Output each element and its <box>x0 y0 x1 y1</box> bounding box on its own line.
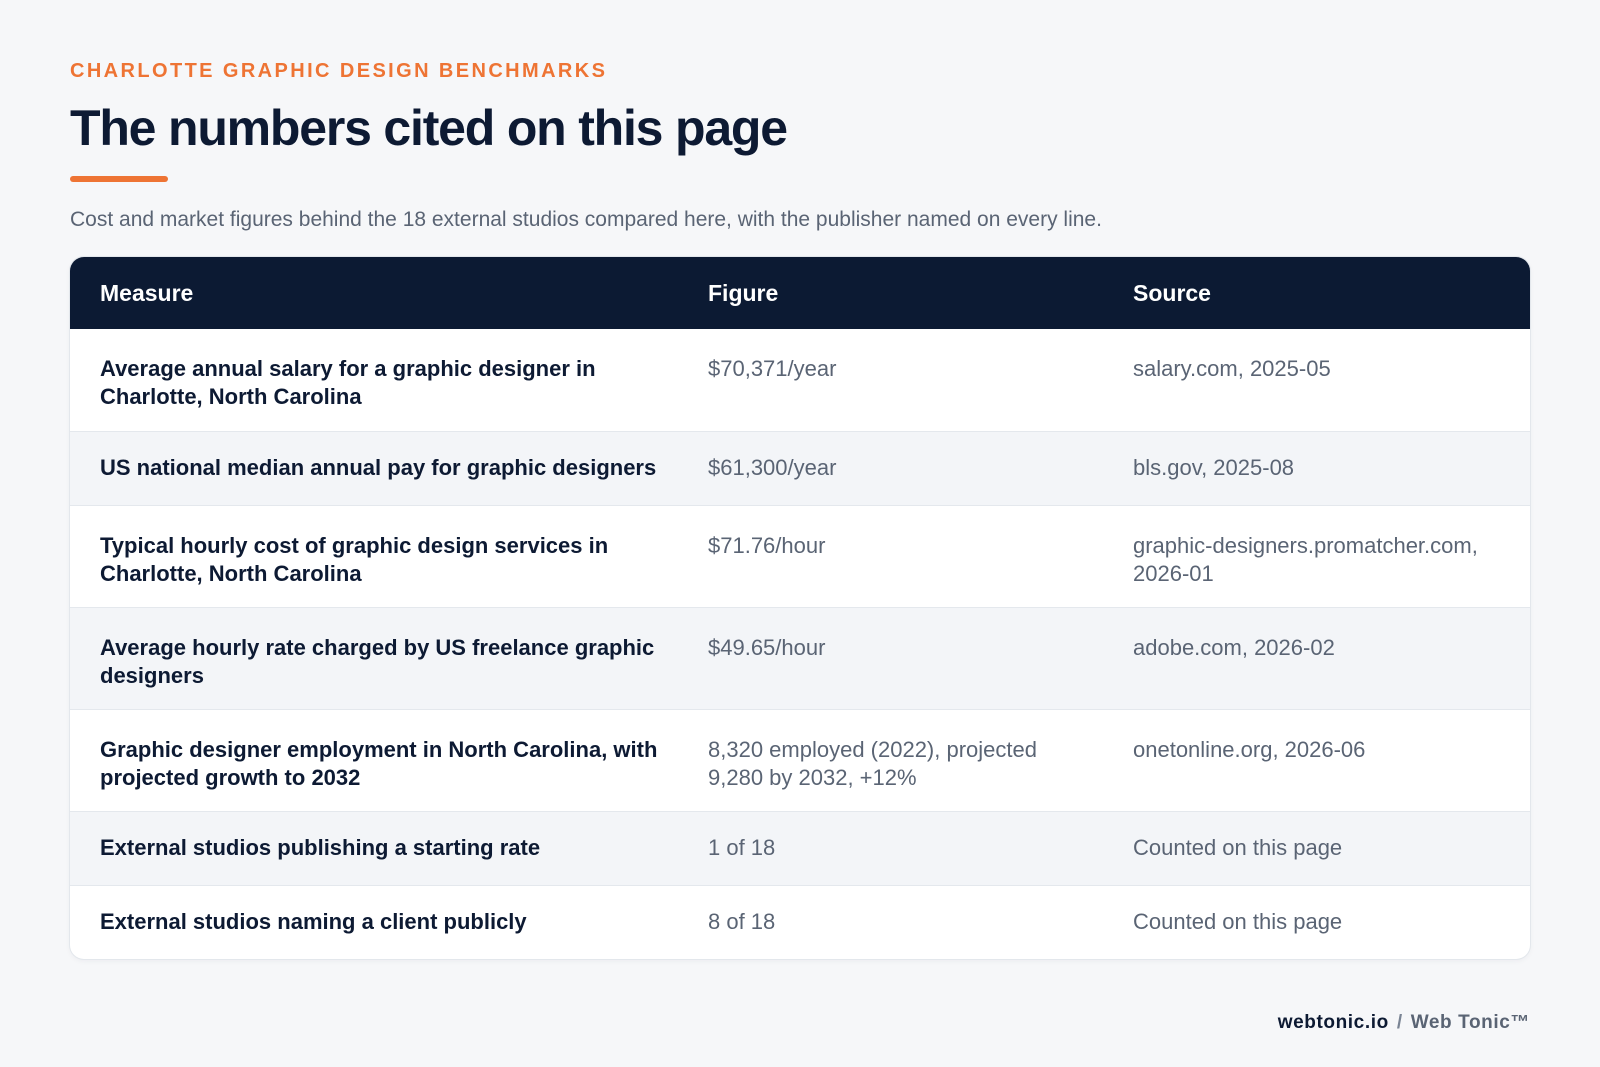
table-row: Typical hourly cost of graphic design se… <box>70 505 1530 607</box>
source-cell: graphic-designers.promatcher.com, 2026-0… <box>1133 532 1478 586</box>
measure-cell: Graphic designer employment in North Car… <box>100 736 658 790</box>
source-cell: adobe.com, 2026-02 <box>1133 634 1335 660</box>
source-cell: onetonline.org, 2026-06 <box>1133 736 1366 762</box>
measure-cell: External studios publishing a starting r… <box>100 835 541 860</box>
measure-cell: Typical hourly cost of graphic design se… <box>100 532 609 586</box>
source-cell: Counted on this page <box>1133 835 1343 860</box>
measure-cell: Average hourly rate charged by US freela… <box>100 634 655 688</box>
footer-domain: webtonic.io <box>1277 1012 1389 1033</box>
table-row: Graphic designer employment in North Car… <box>70 709 1530 811</box>
footer-brand: Web Tonic™ <box>1410 1012 1530 1033</box>
source-cell: Counted on this page <box>1133 909 1343 935</box>
figure-cell: $61,300/year <box>708 455 837 480</box>
benchmarks-table-card: Measure Figure Source Average annual sal… <box>70 257 1530 959</box>
table-row: Average hourly rate charged by US freela… <box>70 607 1530 709</box>
figure-cell: 8 of 18 <box>708 909 776 935</box>
figure-cell: $70,371/year <box>708 356 837 381</box>
column-header-measure: Measure <box>100 279 194 306</box>
measure-cell: External studios naming a client publicl… <box>100 909 527 935</box>
column-header-figure: Figure <box>708 279 779 306</box>
measure-cell: US national median annual pay for graphi… <box>100 455 657 480</box>
table-row: External studios naming a client publicl… <box>70 885 1530 959</box>
figure-cell: $71.76/hour <box>708 532 826 558</box>
table-row: External studios publishing a starting r… <box>70 811 1530 885</box>
table-row: Average annual salary for a graphic desi… <box>70 329 1530 431</box>
footer-separator: / <box>1396 1012 1403 1033</box>
measure-cell: Average annual salary for a graphic desi… <box>100 356 596 409</box>
benchmarks-table: Measure Figure Source Average annual sal… <box>70 257 1530 959</box>
page-title: The numbers cited on this page <box>70 100 788 156</box>
column-header-source: Source <box>1133 279 1211 306</box>
footer-credit: webtonic.io / Web Tonic™ <box>1278 1012 1530 1034</box>
page: CHARLOTTE GRAPHIC DESIGN BENCHMARKS The … <box>70 58 1530 959</box>
figure-cell: $49.65/hour <box>708 634 826 660</box>
page-subtitle: Cost and market figures behind the 18 ex… <box>70 208 1102 231</box>
table-row: US national median annual pay for graphi… <box>70 431 1530 505</box>
source-cell: salary.com, 2025-05 <box>1133 356 1331 381</box>
figure-cell: 1 of 18 <box>708 835 776 860</box>
figure-cell: 8,320 employed (2022), projected 9,280 b… <box>708 736 1037 790</box>
title-underline <box>70 176 168 182</box>
table-header-row: Measure Figure Source <box>70 257 1530 329</box>
eyebrow-label: CHARLOTTE GRAPHIC DESIGN BENCHMARKS <box>70 60 608 82</box>
source-cell: bls.gov, 2025-08 <box>1133 455 1295 480</box>
